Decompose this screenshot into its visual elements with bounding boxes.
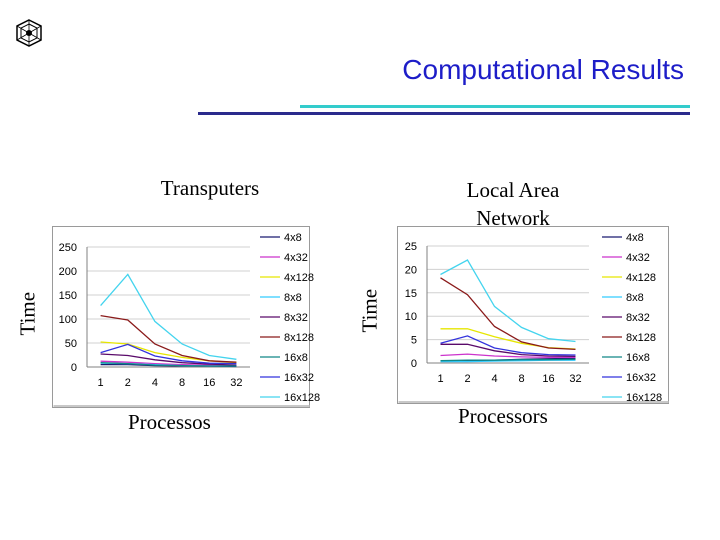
slide-title: Computational Results <box>402 54 684 85</box>
series-line-8x128 <box>100 314 237 363</box>
x-tick-label: 1 <box>437 373 443 385</box>
legend-label-16x32: 16x32 <box>284 372 314 384</box>
series-line-8x32 <box>440 343 576 358</box>
legend-label-16x128: 16x128 <box>626 392 662 404</box>
x-axis-label-right: Processors <box>458 404 548 428</box>
legend-label-16x8: 16x8 <box>284 352 308 364</box>
legend-label-8x8: 8x8 <box>626 292 644 304</box>
y-axis-label-left: Time <box>15 291 40 336</box>
x-tick-label: 4 <box>491 373 497 385</box>
y-tick-label: 10 <box>405 311 417 323</box>
x-tick-label: 32 <box>569 373 581 385</box>
x-tick-label: 32 <box>230 377 242 389</box>
legend-label-4x8: 4x8 <box>626 232 644 244</box>
x-tick-label: 2 <box>464 373 470 385</box>
y-tick-label: 5 <box>411 335 417 347</box>
legend-label-16x32: 16x32 <box>626 372 656 384</box>
x-axis-label-left: Processos <box>128 410 211 434</box>
logo-icon <box>16 19 42 47</box>
series-line-16x32 <box>440 335 576 356</box>
legend-label-4x128: 4x128 <box>626 272 656 284</box>
chart-shadow <box>53 405 310 407</box>
y-tick-label: 0 <box>411 358 417 370</box>
series-line-16x128 <box>100 273 237 360</box>
x-tick-label: 2 <box>125 377 131 389</box>
y-tick-label: 25 <box>405 241 417 253</box>
legend-label-4x32: 4x32 <box>626 252 650 264</box>
title-underline-navy <box>198 112 690 115</box>
series-line-16x8 <box>440 358 576 362</box>
y-tick-label: 150 <box>59 290 77 302</box>
y-tick-label: 100 <box>59 314 77 326</box>
y-axis-label-right: Time <box>357 288 382 333</box>
transputers-chart: 0 50 100 150 200 250 1 2 4 8 16 32 4x8 4x32 4x128 8x8 8x… <box>52 226 320 408</box>
legend-label-16x128: 16x128 <box>284 392 320 404</box>
chart-frame <box>397 226 669 404</box>
x-tick-label: 8 <box>518 373 524 385</box>
legend-label-4x32: 4x32 <box>284 252 308 264</box>
x-tick-label: 16 <box>203 377 215 389</box>
legend-label-8x8: 8x8 <box>284 292 302 304</box>
x-tick-label: 4 <box>152 377 158 389</box>
chart-shadow <box>398 401 669 403</box>
series-line-16x32 <box>100 343 237 365</box>
series-line-4x32 <box>100 360 237 367</box>
series-line-16x8 <box>100 362 237 367</box>
legend-label-4x128: 4x128 <box>284 272 314 284</box>
legend-label-8x128: 8x128 <box>284 332 314 344</box>
legend-label-16x8: 16x8 <box>626 352 650 364</box>
legend-label-8x128: 8x128 <box>626 332 656 344</box>
y-tick-label: 250 <box>59 242 77 254</box>
series-line-16x128 <box>440 259 576 343</box>
lan-chart: 0 5 10 15 20 25 1 2 4 8 16 32 4x8 4x32 4x128 8x8 8x32 8x1… <box>397 226 669 404</box>
chart-title-lan: Local Area Network <box>466 178 560 230</box>
title-underline-cyan <box>300 105 690 108</box>
x-tick-label: 1 <box>98 377 104 389</box>
y-tick-label: 20 <box>405 264 417 276</box>
y-tick-label: 0 <box>71 362 77 374</box>
legend-label-8x32: 8x32 <box>284 312 308 324</box>
series-line-8x32 <box>100 353 237 366</box>
x-tick-label: 16 <box>542 373 554 385</box>
legend-label-4x8: 4x8 <box>284 232 302 244</box>
chart-title-transputers: Transputers <box>160 176 260 200</box>
series-line-4x32 <box>440 353 576 359</box>
y-tick-label: 50 <box>65 338 77 350</box>
series-line-8x128 <box>440 277 576 351</box>
y-tick-label: 200 <box>59 266 77 278</box>
legend-label-8x32: 8x32 <box>626 312 650 324</box>
x-tick-label: 8 <box>179 377 185 389</box>
y-tick-label: 15 <box>405 288 417 300</box>
